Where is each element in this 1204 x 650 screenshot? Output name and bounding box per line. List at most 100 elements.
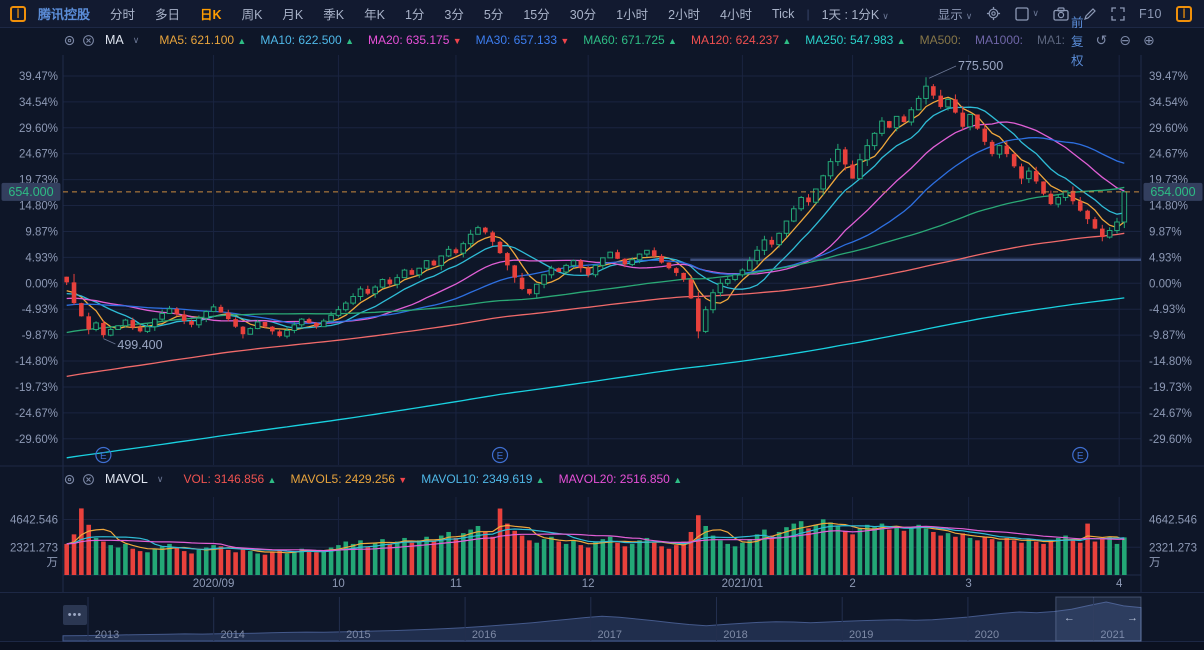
svg-text:-19.73%: -19.73% (1149, 382, 1192, 394)
svg-text:-4.93%: -4.93% (1149, 304, 1185, 316)
vol-close-icon[interactable] (82, 473, 95, 486)
navigator-selection[interactable] (1055, 596, 1142, 642)
stock-name[interactable]: 腾讯控股 (38, 7, 91, 22)
app-logo-icon[interactable]: | (10, 5, 26, 22)
f10-button[interactable]: F10 (1138, 6, 1162, 21)
layout-dropdown-icon[interactable]: ∨ (1015, 6, 1039, 21)
svg-text:E: E (1077, 451, 1084, 462)
period-tab-年K[interactable]: 年K (364, 8, 385, 22)
period-tab-分时[interactable]: 分时 (110, 8, 136, 22)
toolbar-right-group: 显示 ∨ ∨ F10 | (938, 4, 1204, 23)
svg-text:万: 万 (1149, 557, 1161, 569)
svg-text:4642.546: 4642.546 (10, 515, 58, 527)
volume-indicator-row: MAVOL ∨ VOL: 3146.856 ▲ MAVOL5: 2429.256 … (63, 469, 682, 489)
current-price-tag: 654.000 (1143, 182, 1203, 201)
period-tab-月K[interactable]: 月K (282, 8, 304, 22)
period-tab-2小时[interactable]: 2小时 (668, 8, 701, 22)
svg-text:4.93%: 4.93% (25, 252, 58, 264)
svg-text:34.54%: 34.54% (19, 97, 58, 109)
svg-text:12: 12 (582, 578, 595, 590)
svg-text:9.87%: 9.87% (1149, 226, 1182, 238)
svg-text:29.60%: 29.60% (19, 123, 58, 135)
up-triangle-icon: ▲ (673, 475, 683, 485)
svg-text:34.54%: 34.54% (1149, 97, 1188, 109)
ma-value-ma1000: MA1000: (974, 33, 1023, 47)
ma-value-ma500: MA500: (919, 33, 961, 47)
svg-text:2: 2 (849, 578, 855, 590)
ma250-line (66, 297, 1125, 459)
period-tab-多日[interactable]: 多日 (155, 8, 181, 22)
draw-pencil-icon[interactable] (1083, 7, 1097, 21)
vol-chevron-down-icon[interactable]: ∨ (156, 473, 164, 484)
ma-settings-gear-icon[interactable] (63, 34, 76, 47)
settings-gear-icon[interactable] (986, 6, 1001, 21)
svg-text:E: E (100, 451, 107, 462)
period-tab-3分[interactable]: 3分 (444, 8, 464, 22)
period-tab-4小时[interactable]: 4小时 (720, 8, 752, 22)
svg-text:-9.87%: -9.87% (1149, 330, 1185, 342)
ma-value-ma30: MA30: 657.133 ▼ (475, 33, 570, 47)
vol-values: VOL: 3146.856 ▲ MAVOL5: 2429.256 ▼ MAVOL10… (169, 472, 682, 486)
svg-text:2015: 2015 (346, 629, 370, 641)
reset-zoom-icon[interactable]: ↺ (1095, 31, 1108, 48)
down-triangle-icon: ▼ (560, 36, 570, 46)
navigator-more-button[interactable]: ••• (63, 605, 87, 625)
ma-values: MA5: 621.100 ▲ MA10: 622.500 ▲ MA20: 635.1… (145, 33, 1065, 47)
ma-chevron-down-icon[interactable]: ∨ (132, 34, 140, 45)
display-dropdown[interactable]: 显示 ∨ (937, 8, 973, 22)
fullscreen-expand-icon[interactable] (1111, 6, 1125, 21)
svg-text:-4.93%: -4.93% (22, 304, 58, 316)
event-marker[interactable]: E (491, 446, 509, 464)
screenshot-camera-icon[interactable] (1053, 6, 1069, 21)
svg-text:2321.273: 2321.273 (10, 542, 58, 554)
ma-close-icon[interactable] (82, 34, 95, 47)
ma10-line (66, 106, 1125, 329)
zoom-in-icon[interactable]: ⊕ (1143, 31, 1155, 48)
svg-text:2020: 2020 (975, 629, 999, 641)
event-marker[interactable]: E (1072, 446, 1089, 464)
period-tab-Tick[interactable]: Tick (771, 6, 795, 21)
svg-text:2016: 2016 (472, 629, 496, 641)
svg-text:4: 4 (1116, 578, 1123, 590)
svg-text:10: 10 (332, 578, 345, 590)
down-triangle-icon: ▼ (452, 36, 462, 46)
ma-value-ma60: MA60: 671.725 ▲ (583, 33, 677, 47)
adjust-mode-button[interactable]: 前复权 (1071, 15, 1084, 68)
period-tab-5分[interactable]: 5分 (483, 8, 504, 22)
svg-text:654.000: 654.000 (8, 185, 53, 199)
ma-indicator-row: MA ∨ MA5: 621.100 ▲ MA10: 622.500 ▲ MA20: … (63, 16, 1155, 68)
up-triangle-icon: ▲ (345, 36, 354, 46)
event-marker[interactable]: E (95, 446, 112, 464)
svg-text:万: 万 (47, 557, 59, 569)
vol-settings-gear-icon[interactable] (63, 473, 76, 486)
mini-logo-icon[interactable]: | (1176, 5, 1192, 22)
ma-value-ma120: MA120: 624.237 ▲ (690, 33, 792, 47)
period-tab-15分[interactable]: 15分 (523, 8, 550, 22)
ma30-line (66, 136, 1125, 324)
period-tab-周K[interactable]: 周K (241, 8, 263, 22)
svg-text:9.87%: 9.87% (25, 226, 58, 238)
period-tab-1分[interactable]: 1分 (404, 8, 425, 22)
period-tab-日K[interactable]: 日K (200, 8, 222, 22)
svg-text:39.47%: 39.47% (1149, 71, 1188, 83)
vol-indicator-name[interactable]: MAVOL (105, 472, 148, 486)
svg-text:2017: 2017 (598, 629, 622, 641)
svg-text:-14.80%: -14.80% (15, 356, 58, 368)
period-tab-30分[interactable]: 30分 (569, 8, 597, 22)
selection-right-handle[interactable]: → (1127, 612, 1138, 624)
ma-indicator-name[interactable]: MA (105, 33, 124, 47)
svg-text:2018: 2018 (723, 629, 747, 641)
svg-text:-19.73%: -19.73% (15, 382, 58, 394)
period-tab-1小时[interactable]: 1小时 (616, 8, 649, 22)
zoom-out-icon[interactable]: ⊖ (1119, 31, 1131, 48)
svg-text:E: E (497, 451, 504, 462)
selection-left-handle[interactable]: ← (1064, 612, 1075, 624)
mavol20-line (66, 525, 1125, 552)
custom-period-dropdown[interactable]: 1天 : 1分K ∨ (821, 8, 889, 22)
svg-text:2321.273: 2321.273 (1149, 542, 1197, 554)
period-tab-季K[interactable]: 季K (323, 8, 345, 22)
svg-text:-24.67%: -24.67% (1149, 408, 1192, 420)
up-triangle-icon: ▲ (668, 36, 677, 46)
navigator[interactable]: 2013 2014 2015 2016 2017 2018 2019 2020 2021 ← → (62, 596, 1142, 642)
